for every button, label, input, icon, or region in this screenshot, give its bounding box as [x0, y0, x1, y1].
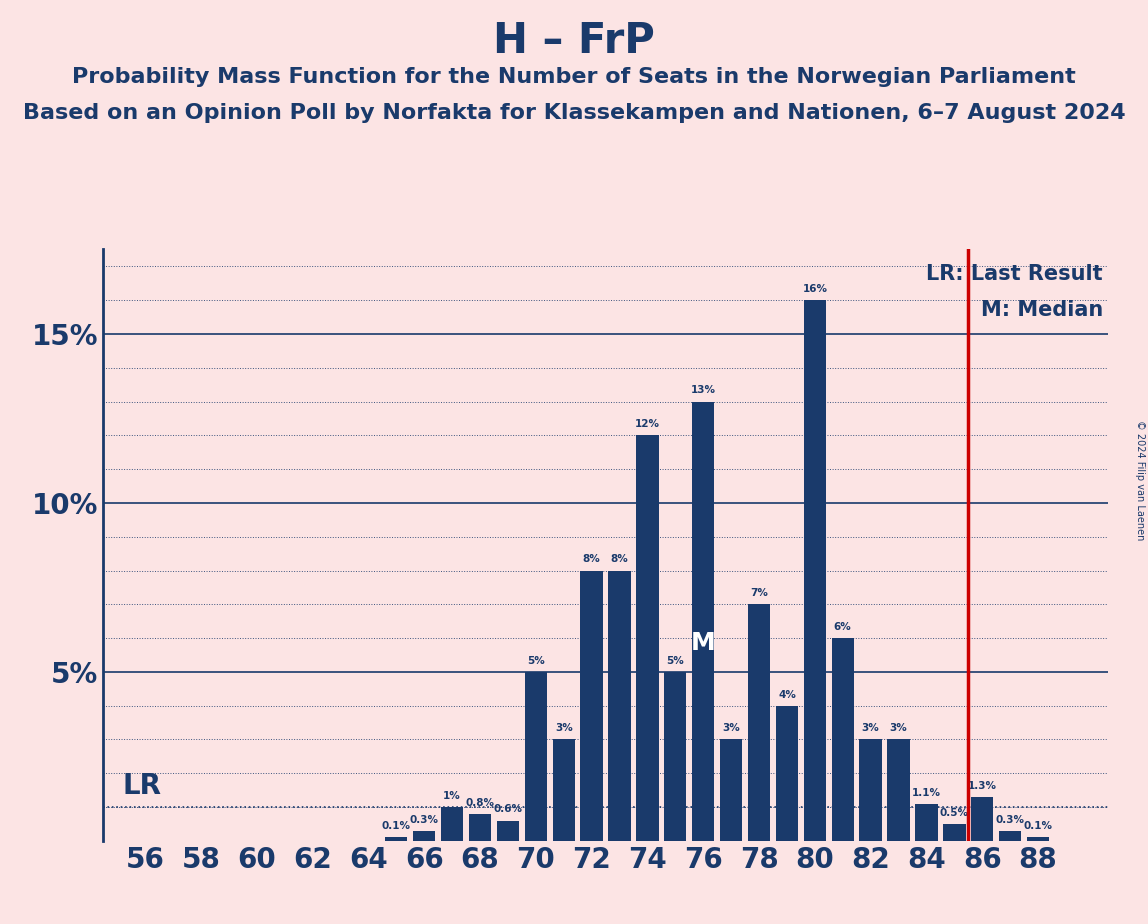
Text: 0.3%: 0.3%	[410, 815, 439, 824]
Text: 1.3%: 1.3%	[968, 781, 996, 791]
Bar	[413, 831, 435, 841]
Text: 3%: 3%	[722, 723, 740, 734]
Text: 0.1%: 0.1%	[1024, 821, 1053, 832]
Bar	[441, 807, 464, 841]
Text: H – FrP: H – FrP	[492, 20, 656, 62]
Text: 0.3%: 0.3%	[995, 815, 1025, 824]
Bar	[608, 570, 630, 841]
Text: 8%: 8%	[583, 554, 600, 565]
Text: 5%: 5%	[667, 656, 684, 666]
Text: 16%: 16%	[802, 284, 828, 294]
Text: 0.1%: 0.1%	[382, 821, 411, 832]
Text: 12%: 12%	[635, 419, 660, 430]
Bar	[747, 604, 770, 841]
Text: 3%: 3%	[554, 723, 573, 734]
Bar	[692, 402, 714, 841]
Bar	[887, 739, 909, 841]
Text: © 2024 Filip van Laenen: © 2024 Filip van Laenen	[1135, 420, 1145, 541]
Bar	[860, 739, 882, 841]
Bar	[776, 706, 798, 841]
Bar	[385, 837, 408, 841]
Text: Probability Mass Function for the Number of Seats in the Norwegian Parliament: Probability Mass Function for the Number…	[72, 67, 1076, 87]
Text: 8%: 8%	[611, 554, 628, 565]
Bar	[944, 824, 965, 841]
Bar	[831, 638, 854, 841]
Text: 5%: 5%	[527, 656, 544, 666]
Bar	[665, 672, 687, 841]
Text: M: M	[691, 631, 715, 655]
Text: M: Median: M: Median	[980, 299, 1103, 320]
Text: 1.1%: 1.1%	[912, 787, 941, 797]
Text: 4%: 4%	[778, 689, 796, 699]
Bar	[1027, 837, 1049, 841]
Bar	[804, 300, 827, 841]
Bar	[552, 739, 575, 841]
Bar	[525, 672, 546, 841]
Bar	[720, 739, 743, 841]
Text: Based on an Opinion Poll by Norfakta for Klassekampen and Nationen, 6–7 August 2: Based on an Opinion Poll by Norfakta for…	[23, 103, 1125, 124]
Bar	[971, 796, 993, 841]
Bar	[497, 821, 519, 841]
Bar	[999, 831, 1022, 841]
Text: 13%: 13%	[691, 385, 715, 395]
Text: 3%: 3%	[862, 723, 879, 734]
Text: 0.6%: 0.6%	[494, 805, 522, 814]
Text: 3%: 3%	[890, 723, 907, 734]
Text: 0.5%: 0.5%	[940, 808, 969, 818]
Text: 1%: 1%	[443, 791, 461, 801]
Bar	[636, 435, 659, 841]
Text: 0.8%: 0.8%	[465, 797, 495, 808]
Bar	[581, 570, 603, 841]
Text: 7%: 7%	[750, 589, 768, 598]
Bar	[468, 814, 491, 841]
Bar	[915, 804, 938, 841]
Text: 6%: 6%	[833, 622, 852, 632]
Text: LR: Last Result: LR: Last Result	[926, 264, 1103, 285]
Text: LR: LR	[123, 772, 162, 800]
